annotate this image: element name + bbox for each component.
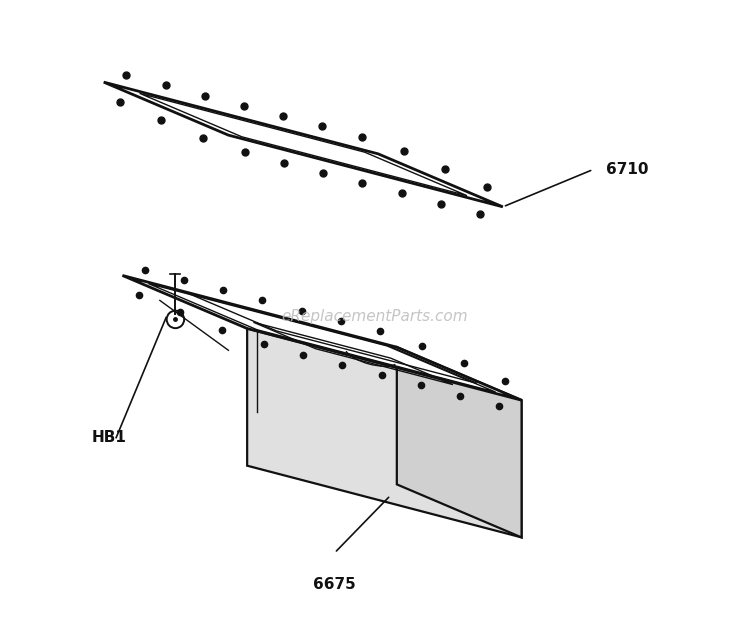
Text: 6675: 6675 [313, 576, 356, 592]
Polygon shape [248, 329, 521, 537]
Polygon shape [104, 82, 502, 207]
Text: eReplacementParts.com: eReplacementParts.com [282, 308, 468, 324]
Polygon shape [397, 347, 521, 537]
Text: HB1: HB1 [92, 430, 126, 445]
Text: 6710: 6710 [606, 162, 648, 177]
Polygon shape [122, 276, 521, 400]
